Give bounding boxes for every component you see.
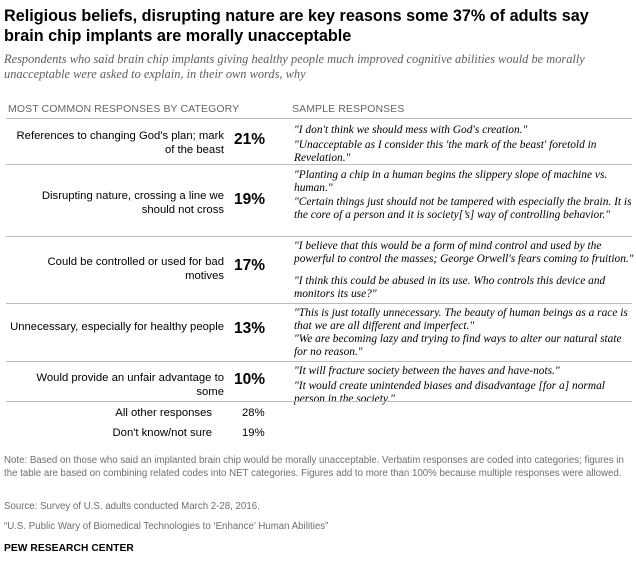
other-category-label: All other responses [115,407,212,419]
other-category-label: Don't know/not sure [112,427,213,439]
row-divider [6,361,632,362]
sample-response: "It would create unintended biases and d… [294,380,605,405]
row-divider [6,401,632,402]
chart-subtitle: Respondents who said brain chip implants… [4,52,585,81]
sample-response: "Certain things just should not be tampe… [294,196,632,221]
category-percentage: 21% [234,131,266,148]
chart-source: Source: Survey of U.S. adults conducted … [4,501,260,512]
chart-title: Religious beliefs, disrupting nature are… [4,7,589,45]
sample-response: "Planting a chip in a human begins the s… [294,169,608,194]
sample-response: "I believe that this would be a form of … [294,240,634,265]
pew-logo: PEW RESEARCH CENTER [4,543,134,554]
category-label: Could be controlled or used for bad moti… [47,256,224,282]
category-percentage: 17% [234,257,266,274]
category-label: Disrupting nature, crossing a line we sh… [41,190,224,216]
column-header-samples: SAMPLE RESPONSES [292,103,405,115]
chart-note: Note: Based on those who said an implant… [4,455,624,479]
other-category-percentage: 28% [242,407,265,419]
category-percentage: 13% [234,320,266,337]
sample-response: "It will fracture society between the ha… [294,365,560,377]
category-percentage: 19% [234,191,266,208]
row-divider [6,118,632,119]
sample-response: "We are becoming lazy and trying to find… [294,333,622,358]
category-label: Would provide an unfair advantage to som… [36,372,224,398]
category-percentage: 10% [234,371,266,388]
category-label: References to changing God's plan; mark … [16,130,225,156]
row-divider [6,303,632,304]
sample-response: "I think this could be abused in its use… [294,275,606,300]
sample-response: "I don't think we should mess with God's… [294,124,528,136]
other-category-percentage: 19% [242,427,265,439]
category-label: Unnecessary, especially for healthy peop… [10,321,224,333]
report-title: “U.S. Public Wary of Biomedical Technolo… [4,521,329,532]
row-divider [6,236,632,237]
sample-response: "This is just totally unnecessary. The b… [294,307,628,332]
row-divider [6,164,632,165]
sample-response: "Unacceptable as I consider this 'the ma… [294,139,597,164]
column-header-categories: MOST COMMON RESPONSES BY CATEGORY [8,103,240,115]
